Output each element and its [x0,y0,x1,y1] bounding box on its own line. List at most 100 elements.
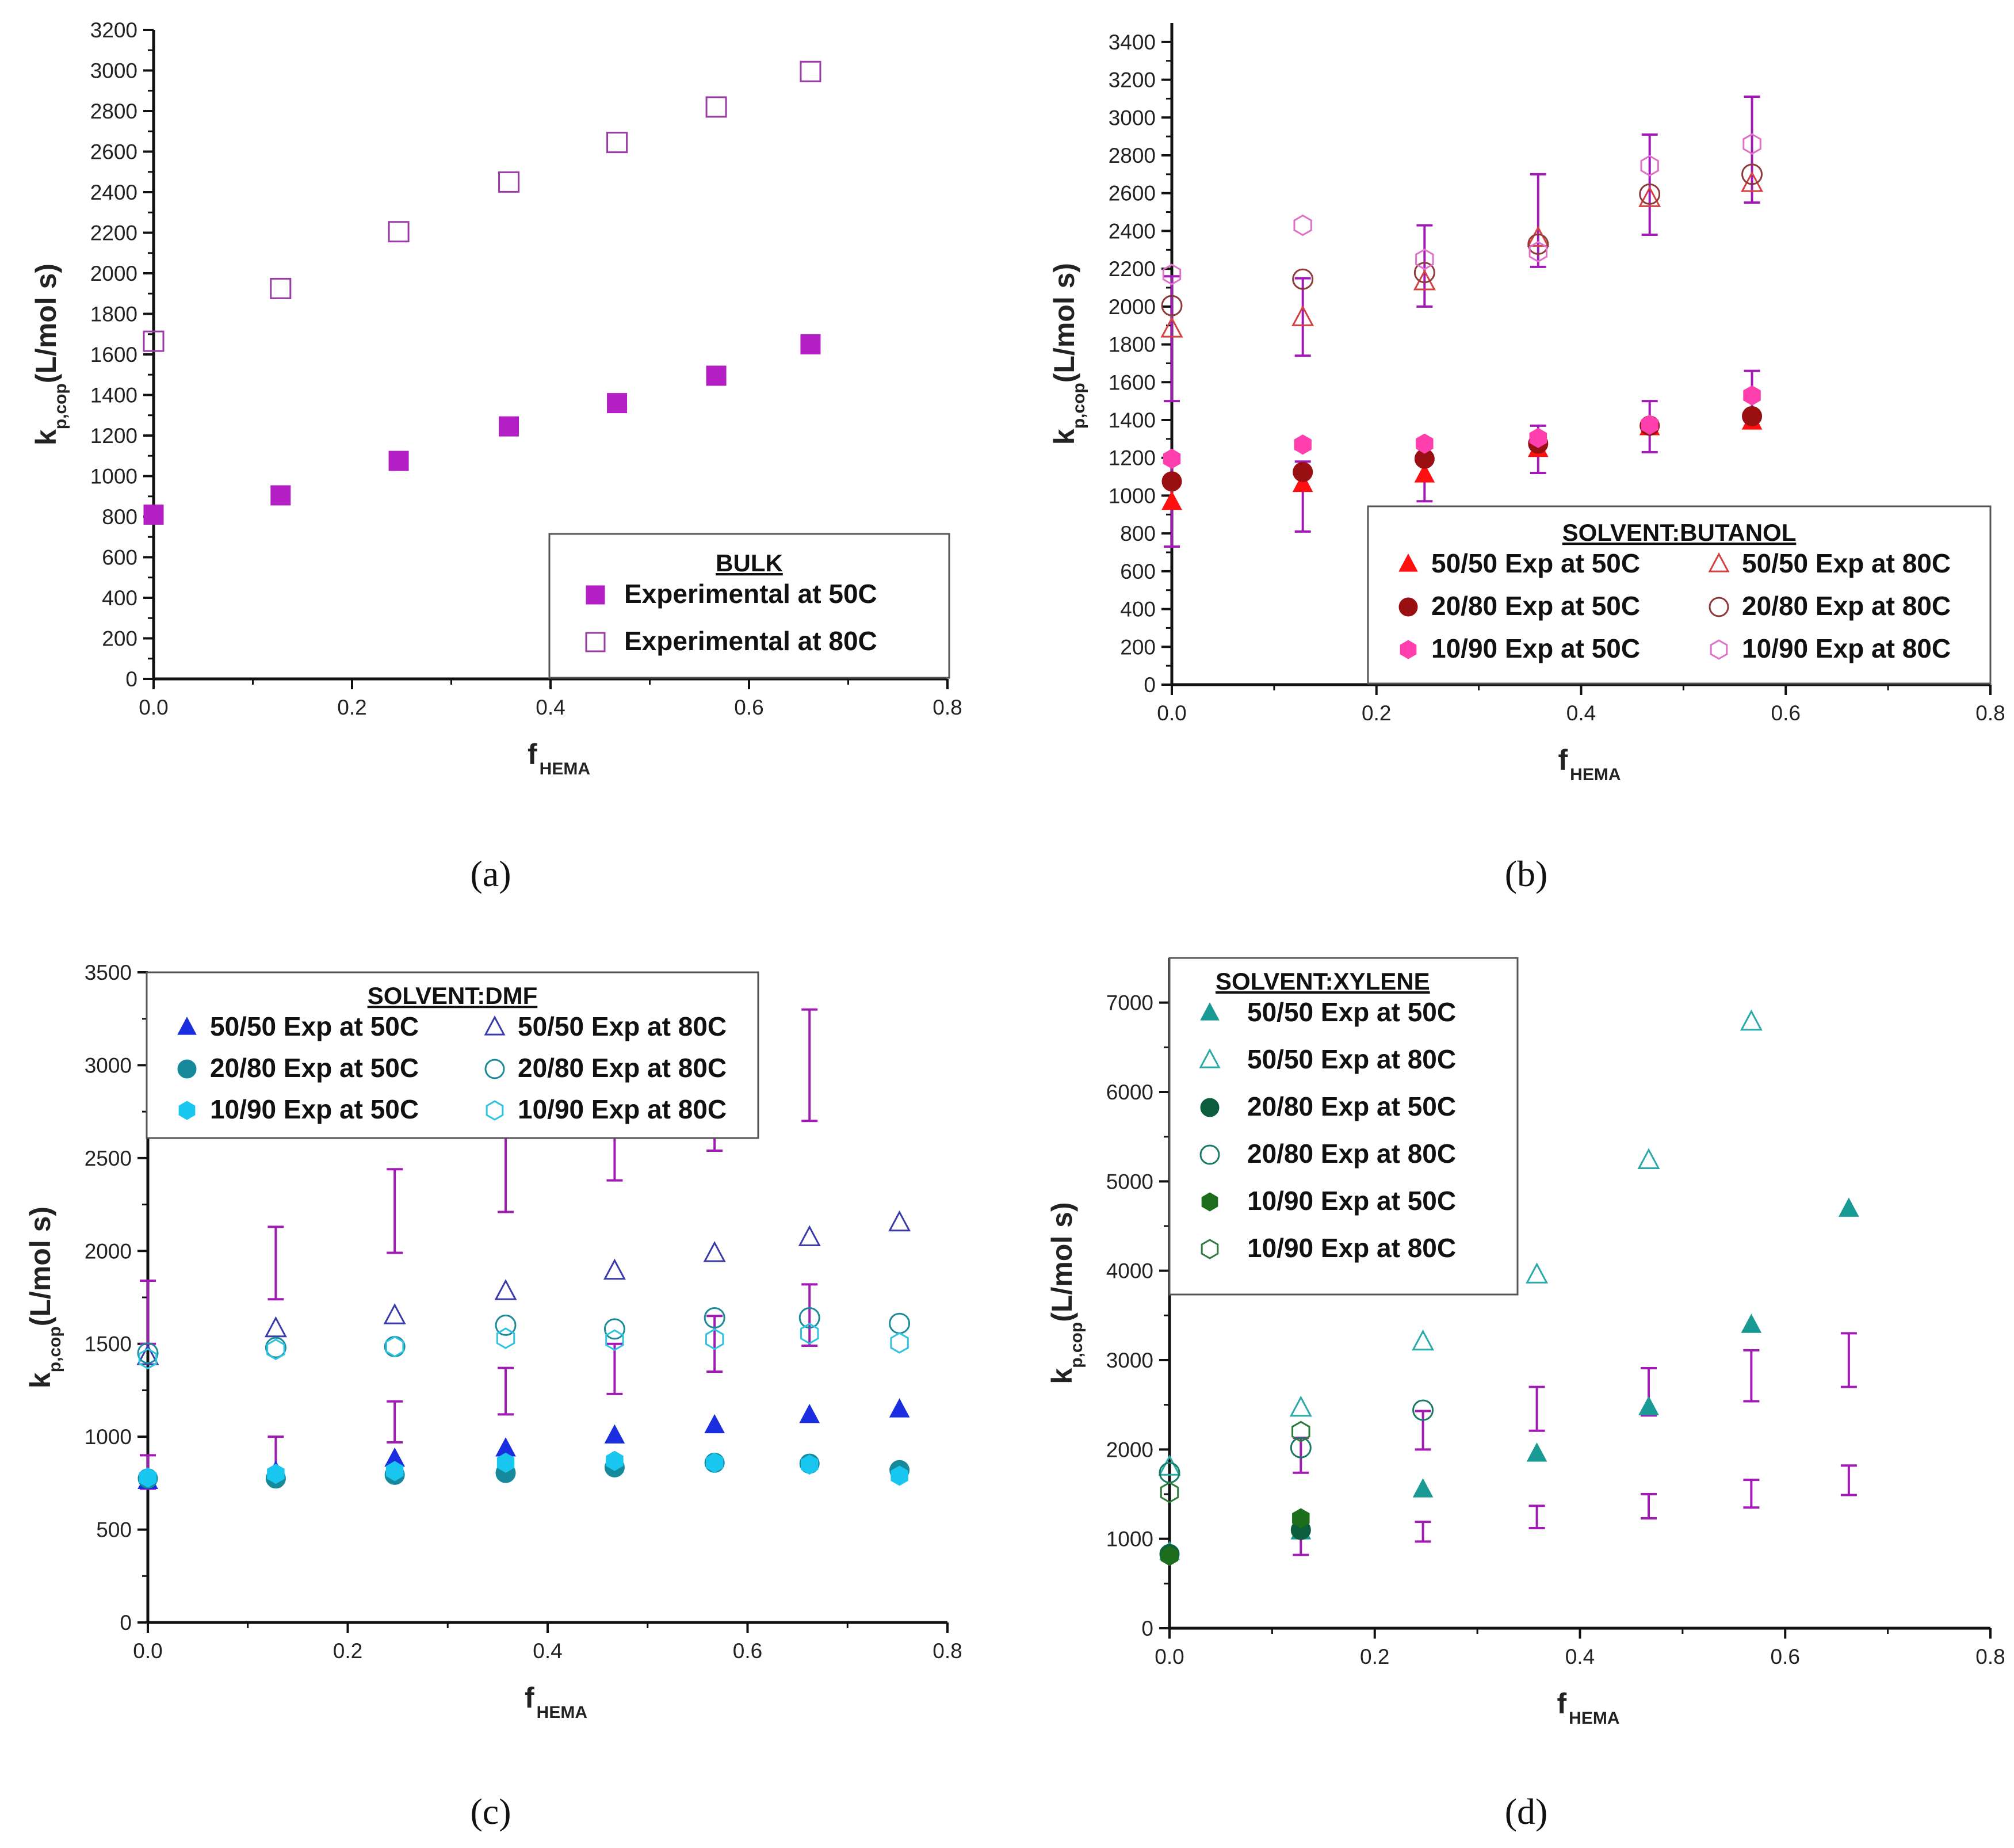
legend-marker [484,1015,506,1036]
x-axis-title: f HEMA [1558,744,1621,784]
series-4 [137,1307,911,1364]
legend-marker [585,632,606,652]
error-bar [1744,96,1760,204]
data-point [1637,1148,1660,1169]
legend-item: 20/80 Exp at 80C [1199,1139,1456,1169]
error-bar [801,1008,818,1122]
series-5 [138,1323,909,1370]
data-point [800,1323,819,1345]
panel-label: (b) [1505,853,1548,894]
series-1 [137,1452,910,1489]
series-2 [139,1450,908,1488]
data-point [889,1312,911,1334]
data-point [798,1307,820,1329]
legend-marker [1199,1048,1221,1068]
y-tick-label: 1800 [1109,333,1156,357]
legend-item: Experimental at 50C [586,579,877,609]
legend-label: 20/80 Exp at 80C [1742,591,1951,621]
legend-label: 20/80 Exp at 80C [1247,1139,1456,1169]
chart-panel-d: 0.0 0.2 0.4 0.6 0.8 0 1000 2000 3000 4000 5000 6000… [1046,957,2005,1832]
data-point [704,1307,725,1329]
y-tick-label: 0 [1141,1617,1153,1640]
x-tick-labels: 0.0 0.2 0.4 0.6 0.8 [1155,1628,2005,1668]
y-tick-label: 1000 [85,1425,132,1449]
data-point [1742,133,1761,155]
data-point [496,1327,515,1349]
series-0 [1161,410,1763,510]
legend-marker [1199,1144,1220,1165]
data-point [1742,406,1763,426]
data-point [607,393,628,414]
data-point [384,1336,406,1358]
data-point [1413,262,1435,284]
data-point [1638,186,1661,207]
data-point [888,1210,911,1232]
series-4 [1160,1508,1310,1566]
data-point [499,416,519,437]
data-point [606,1450,624,1471]
data-point [265,1337,286,1358]
x-tick-label: 0.6 [1771,1645,1800,1668]
x-axis-title-sub: HEMA [1569,1709,1619,1728]
y-tick-label: 1600 [90,343,137,366]
x-tick-label: 0.6 [733,1639,762,1663]
y-tick-label: 1000 [1109,484,1156,507]
series-0 [137,1398,910,1489]
y-tick-label: 2000 [1109,295,1156,319]
legend-marker [1201,1192,1218,1212]
data-point [1414,463,1435,483]
legend-label: 50/50 Exp at 80C [1247,1044,1456,1074]
x-axis-title-sub: HEMA [1570,765,1621,784]
series-3 [136,1210,911,1365]
data-point [1412,1329,1435,1351]
y-tick-label: 3000 [85,1053,132,1077]
legend-label: 10/90 Exp at 80C [1742,633,1951,663]
panel-label: (d) [1505,1791,1548,1832]
y-tick-labels: 0 200 400 600 800 1000 1200 1400 1600 1800 2000 220… [1109,30,1172,697]
legend-box [1168,957,1519,1296]
data-point [1290,1437,1312,1458]
legend-label: 20/80 Exp at 50C [1431,591,1640,621]
legend-item: 20/80 Exp at 80C [484,1053,727,1083]
y-tick-label: 2600 [1109,182,1156,205]
legend-item: 10/90 Exp at 50C [1201,1186,1456,1216]
data-point [800,334,821,354]
y-tick-label: 3400 [1109,30,1156,54]
legend-item: 50/50 Exp at 80C [1199,1044,1456,1074]
data-point [1639,183,1661,205]
error-bar [387,1400,403,1444]
series-3 [1159,1399,1434,1484]
data-point [1160,1545,1179,1566]
error-bar [1415,1521,1431,1543]
legend-label: 10/90 Exp at 80C [518,1094,727,1124]
data-point [801,1454,819,1475]
y-tick-label: 3000 [1109,106,1156,129]
y-tick-label: 1600 [1109,371,1156,394]
y-tick-label: 2800 [1109,144,1156,167]
legend-title: SOLVENT:BUTANOL [1562,519,1797,546]
legend-item: 10/90 Exp at 80C [1710,633,1951,663]
chart-panel-c: 0.0 0.2 0.4 0.6 0.8 0 500 1000 1500 2000 2500 3000 3… [24,961,962,1832]
error-bar [1743,1479,1760,1509]
data-point [495,1314,517,1336]
data-point [1294,434,1312,455]
error-bar [1164,275,1180,403]
data-point [605,1329,624,1351]
panel-label: (c) [470,1791,511,1832]
y-tick-label: 2200 [90,222,137,245]
legend-item: 50/50 Exp at 50C [1200,997,1456,1027]
series-2 [1163,385,1761,469]
data-point [1162,264,1182,285]
y-tick-label: 600 [1120,560,1156,583]
data-point [1292,268,1314,290]
data-point [264,1316,287,1338]
error-bar [1641,1493,1657,1519]
data-point [705,96,727,118]
x-tick-label: 0.8 [933,696,962,719]
x-tick-label: 0.2 [1360,1645,1389,1668]
x-tick-label: 0.2 [1362,701,1391,725]
data-point [1292,1508,1310,1529]
data-point [1293,214,1312,236]
error-bar [1840,1464,1857,1496]
